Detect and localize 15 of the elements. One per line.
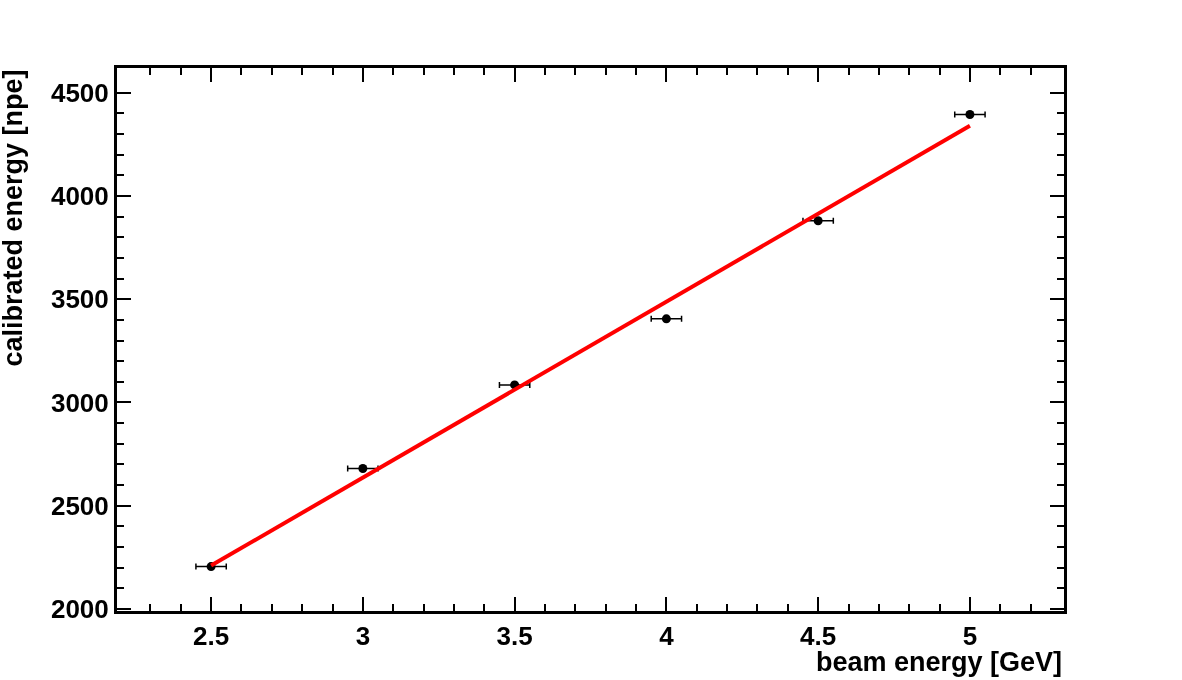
y-tick-label: 4000 [50,181,109,212]
x-tick-label: 2.5 [193,621,230,652]
point [358,464,368,474]
y-tick-label: 3500 [50,284,109,315]
x-tick-label: 4 [659,621,675,652]
x-tick-label: 3.5 [496,621,533,652]
y-tick-label: 2000 [50,594,109,625]
y-tick-label: 3000 [50,387,109,418]
y-tick-label: 4500 [50,77,109,108]
point [813,216,823,226]
y-axis-title: calibrated energy [npe] [0,69,28,367]
point [965,109,975,119]
y-tick-label: 2500 [50,490,109,521]
point [661,314,671,324]
x-tick-label: 3 [355,621,371,652]
